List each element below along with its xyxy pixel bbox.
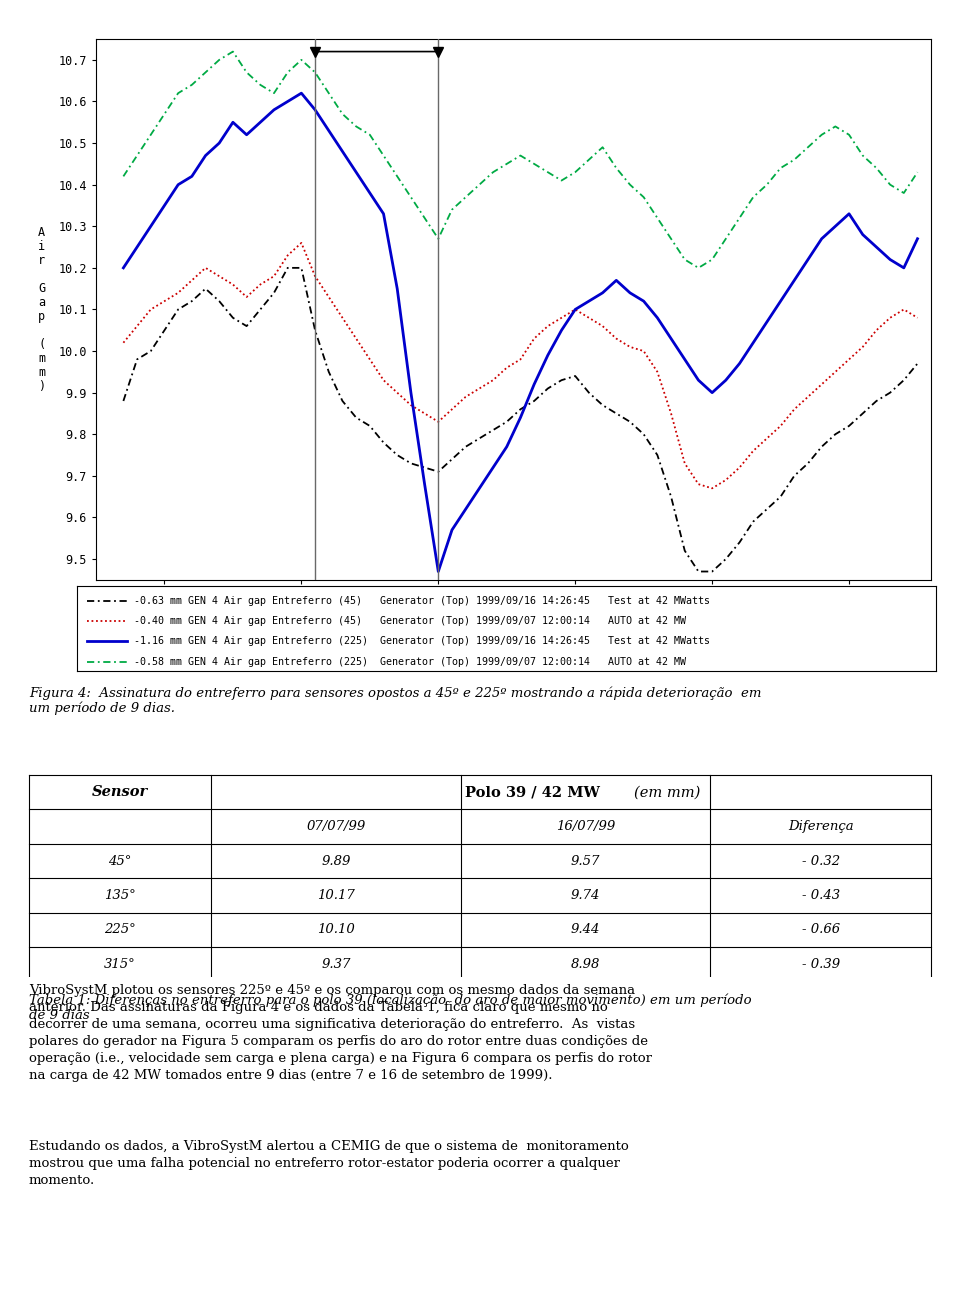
Text: Figura 4:  Assinatura do entreferro para sensores opostos a 45º e 225º mostrando: Figura 4: Assinatura do entreferro para …	[29, 687, 761, 715]
Text: 45°: 45°	[108, 855, 132, 868]
Text: Tabela 1: Diferenças no entreferro para o polo 39 (localização  do aro de maior : Tabela 1: Diferenças no entreferro para …	[29, 994, 752, 1023]
Text: 9.57: 9.57	[571, 855, 600, 868]
Text: 16/07/99: 16/07/99	[556, 820, 615, 833]
Text: -1.16 mm GEN 4 Air gap Entreferro (225)  Generator (Top) 1999/09/16 14:26:45   T: -1.16 mm GEN 4 Air gap Entreferro (225) …	[134, 636, 710, 646]
Text: -0.63 mm GEN 4 Air gap Entreferro (45)   Generator (Top) 1999/09/16 14:26:45   T: -0.63 mm GEN 4 Air gap Entreferro (45) G…	[134, 595, 710, 606]
X-axis label: 13 pole(s): 13 pole(s)	[476, 606, 551, 619]
Text: 10.10: 10.10	[317, 924, 355, 937]
Text: A
i
r
 
G
a
p
 
(
m
m
): A i r G a p ( m m )	[38, 225, 45, 394]
Text: 225°: 225°	[104, 924, 136, 937]
Text: 315°: 315°	[104, 958, 136, 971]
Text: -0.58 mm GEN 4 Air gap Entreferro (225)  Generator (Top) 1999/09/07 12:00:14   A: -0.58 mm GEN 4 Air gap Entreferro (225) …	[134, 657, 686, 667]
Text: 10.17: 10.17	[317, 889, 355, 902]
Text: Polo 39 / 42 MW: Polo 39 / 42 MW	[466, 786, 600, 799]
Text: 07/07/99: 07/07/99	[306, 820, 366, 833]
Text: 9.44: 9.44	[571, 924, 600, 937]
Text: 8.98: 8.98	[571, 958, 600, 971]
Text: 9.74: 9.74	[571, 889, 600, 902]
Text: - 0.32: - 0.32	[802, 855, 840, 868]
Text: 135°: 135°	[104, 889, 136, 902]
Text: VibroSystM plotou os sensores 225º e 45º e os comparou com os mesmo dados da sem: VibroSystM plotou os sensores 225º e 45º…	[29, 984, 652, 1081]
Text: (em mm): (em mm)	[634, 786, 701, 799]
Text: - 0.66: - 0.66	[802, 924, 840, 937]
Text: Diferença: Diferença	[788, 820, 853, 833]
Text: 9.89: 9.89	[322, 855, 350, 868]
Text: Sensor: Sensor	[92, 786, 148, 799]
Text: 9.37: 9.37	[322, 958, 350, 971]
Text: Estudando os dados, a VibroSystM alertou a CEMIG de que o sistema de  monitorame: Estudando os dados, a VibroSystM alertou…	[29, 1140, 629, 1187]
Text: -0.40 mm GEN 4 Air gap Entreferro (45)   Generator (Top) 1999/09/07 12:00:14   A: -0.40 mm GEN 4 Air gap Entreferro (45) G…	[134, 616, 686, 625]
Text: - 0.39: - 0.39	[802, 958, 840, 971]
Text: - 0.43: - 0.43	[802, 889, 840, 902]
